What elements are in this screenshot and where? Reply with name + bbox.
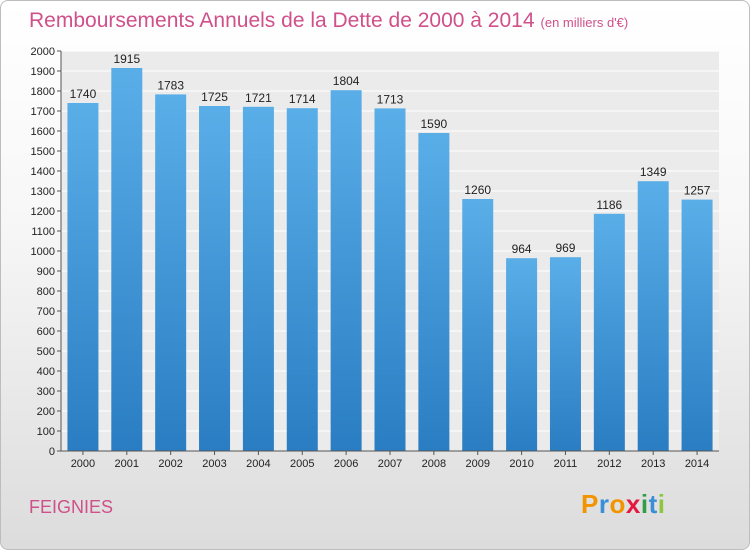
bar-2000	[67, 103, 99, 451]
value-label-2003: 1725	[201, 90, 228, 104]
bar-2001	[111, 68, 143, 451]
logo-letter: r	[598, 489, 610, 519]
x-tick-label-2002: 2002	[158, 458, 182, 470]
bar-2007	[374, 108, 406, 452]
y-tick-label-1700: 1700	[31, 106, 55, 118]
proxiti-logo[interactable]: Proxiti	[581, 489, 665, 520]
y-axis-ticks: 0 100 200 300 400 500 600 700 800 900 1000 1100 1200…	[31, 46, 61, 458]
y-tick-label-1400: 1400	[31, 166, 55, 178]
y-tick-label-600: 600	[37, 326, 55, 338]
x-tick-label-2005: 2005	[290, 458, 314, 470]
value-label-2000: 1740	[70, 87, 97, 101]
bar-2013	[637, 181, 669, 451]
x-tick-label-2003: 2003	[202, 458, 226, 470]
value-label-2014: 1257	[684, 184, 711, 198]
logo-letter: i	[657, 489, 666, 519]
title-main: Remboursements Annuels de la Dette de 20…	[29, 9, 535, 32]
bar-2012	[593, 213, 625, 451]
bar-2006	[330, 90, 362, 451]
bar-2003	[199, 106, 231, 451]
y-tick-label-200: 200	[37, 406, 55, 418]
bar-2002	[155, 94, 187, 452]
bar-2005	[286, 108, 318, 451]
x-tick-label-2009: 2009	[465, 458, 489, 470]
y-tick-label-1200: 1200	[31, 206, 55, 218]
city-name: FEIGNIES	[29, 497, 114, 517]
logo-letter: x	[625, 489, 641, 519]
y-tick-label-100: 100	[37, 426, 55, 438]
x-tick-label-2004: 2004	[246, 458, 270, 470]
y-tick-label-1300: 1300	[31, 186, 55, 198]
logo-letter: P	[581, 489, 599, 519]
value-label-2001: 1915	[113, 52, 140, 66]
y-tick-label-900: 900	[37, 266, 55, 278]
value-label-2012: 1186	[596, 198, 622, 212]
x-tick-label-2014: 2014	[685, 458, 709, 470]
value-label-2005: 1714	[289, 92, 316, 106]
y-tick-label-2000: 2000	[31, 46, 55, 58]
bar-2004	[242, 106, 274, 452]
y-tick-label-800: 800	[37, 286, 55, 298]
x-tick-label-2013: 2013	[641, 458, 665, 470]
chart-title: Remboursements Annuels de la Dette de 20…	[29, 9, 628, 33]
x-tick-label-2001: 2001	[115, 458, 139, 470]
y-tick-label-700: 700	[37, 306, 55, 318]
y-tick-label-0: 0	[49, 446, 55, 458]
y-tick-label-1100: 1100	[31, 226, 55, 238]
value-label-2007: 1713	[377, 92, 404, 106]
logo-letter: i	[640, 489, 649, 519]
value-label-2004: 1721	[245, 91, 272, 105]
logo-letter: t	[648, 489, 658, 519]
value-label-2009: 1260	[464, 183, 491, 197]
bar-2011	[549, 257, 581, 451]
value-label-2006: 1804	[333, 74, 360, 88]
x-tick-label-2007: 2007	[378, 458, 402, 470]
bar-2014	[681, 199, 713, 451]
x-tick-label-2008: 2008	[422, 458, 446, 470]
x-tick-label-2011: 2011	[554, 458, 578, 470]
y-tick-label-1900: 1900	[31, 66, 55, 78]
y-tick-label-1000: 1000	[31, 246, 55, 258]
x-tick-label-2012: 2012	[597, 458, 621, 470]
y-tick-label-500: 500	[37, 346, 55, 358]
value-label-2013: 1349	[640, 165, 667, 179]
value-label-2011: 969	[555, 241, 575, 255]
y-tick-label-1500: 1500	[31, 146, 55, 158]
x-tick-label-2010: 2010	[509, 458, 533, 470]
y-tick-label-300: 300	[37, 386, 55, 398]
bar-2008	[418, 133, 450, 451]
y-tick-label-400: 400	[37, 366, 55, 378]
bar-2009	[462, 199, 494, 451]
title-unit: (en milliers d'€)	[540, 15, 629, 30]
value-label-2008: 1590	[421, 117, 448, 131]
y-tick-label-1800: 1800	[31, 86, 55, 98]
x-tick-label-2000: 2000	[71, 458, 95, 470]
x-axis-labels: 2000 2001 2002 2003 2004 2005 2006 2007 2008 2009…	[71, 451, 709, 470]
value-label-2002: 1783	[157, 78, 184, 92]
value-label-2010: 964	[512, 242, 532, 256]
logo-letter: o	[609, 489, 626, 519]
value-labels: 1740 1915 1783 1725 1721 1714 1804 1713 1590 1260…	[70, 52, 711, 256]
bars	[67, 68, 713, 452]
bar-2010	[506, 258, 538, 451]
x-tick-label-2006: 2006	[334, 458, 358, 470]
y-tick-label-1600: 1600	[31, 126, 55, 138]
